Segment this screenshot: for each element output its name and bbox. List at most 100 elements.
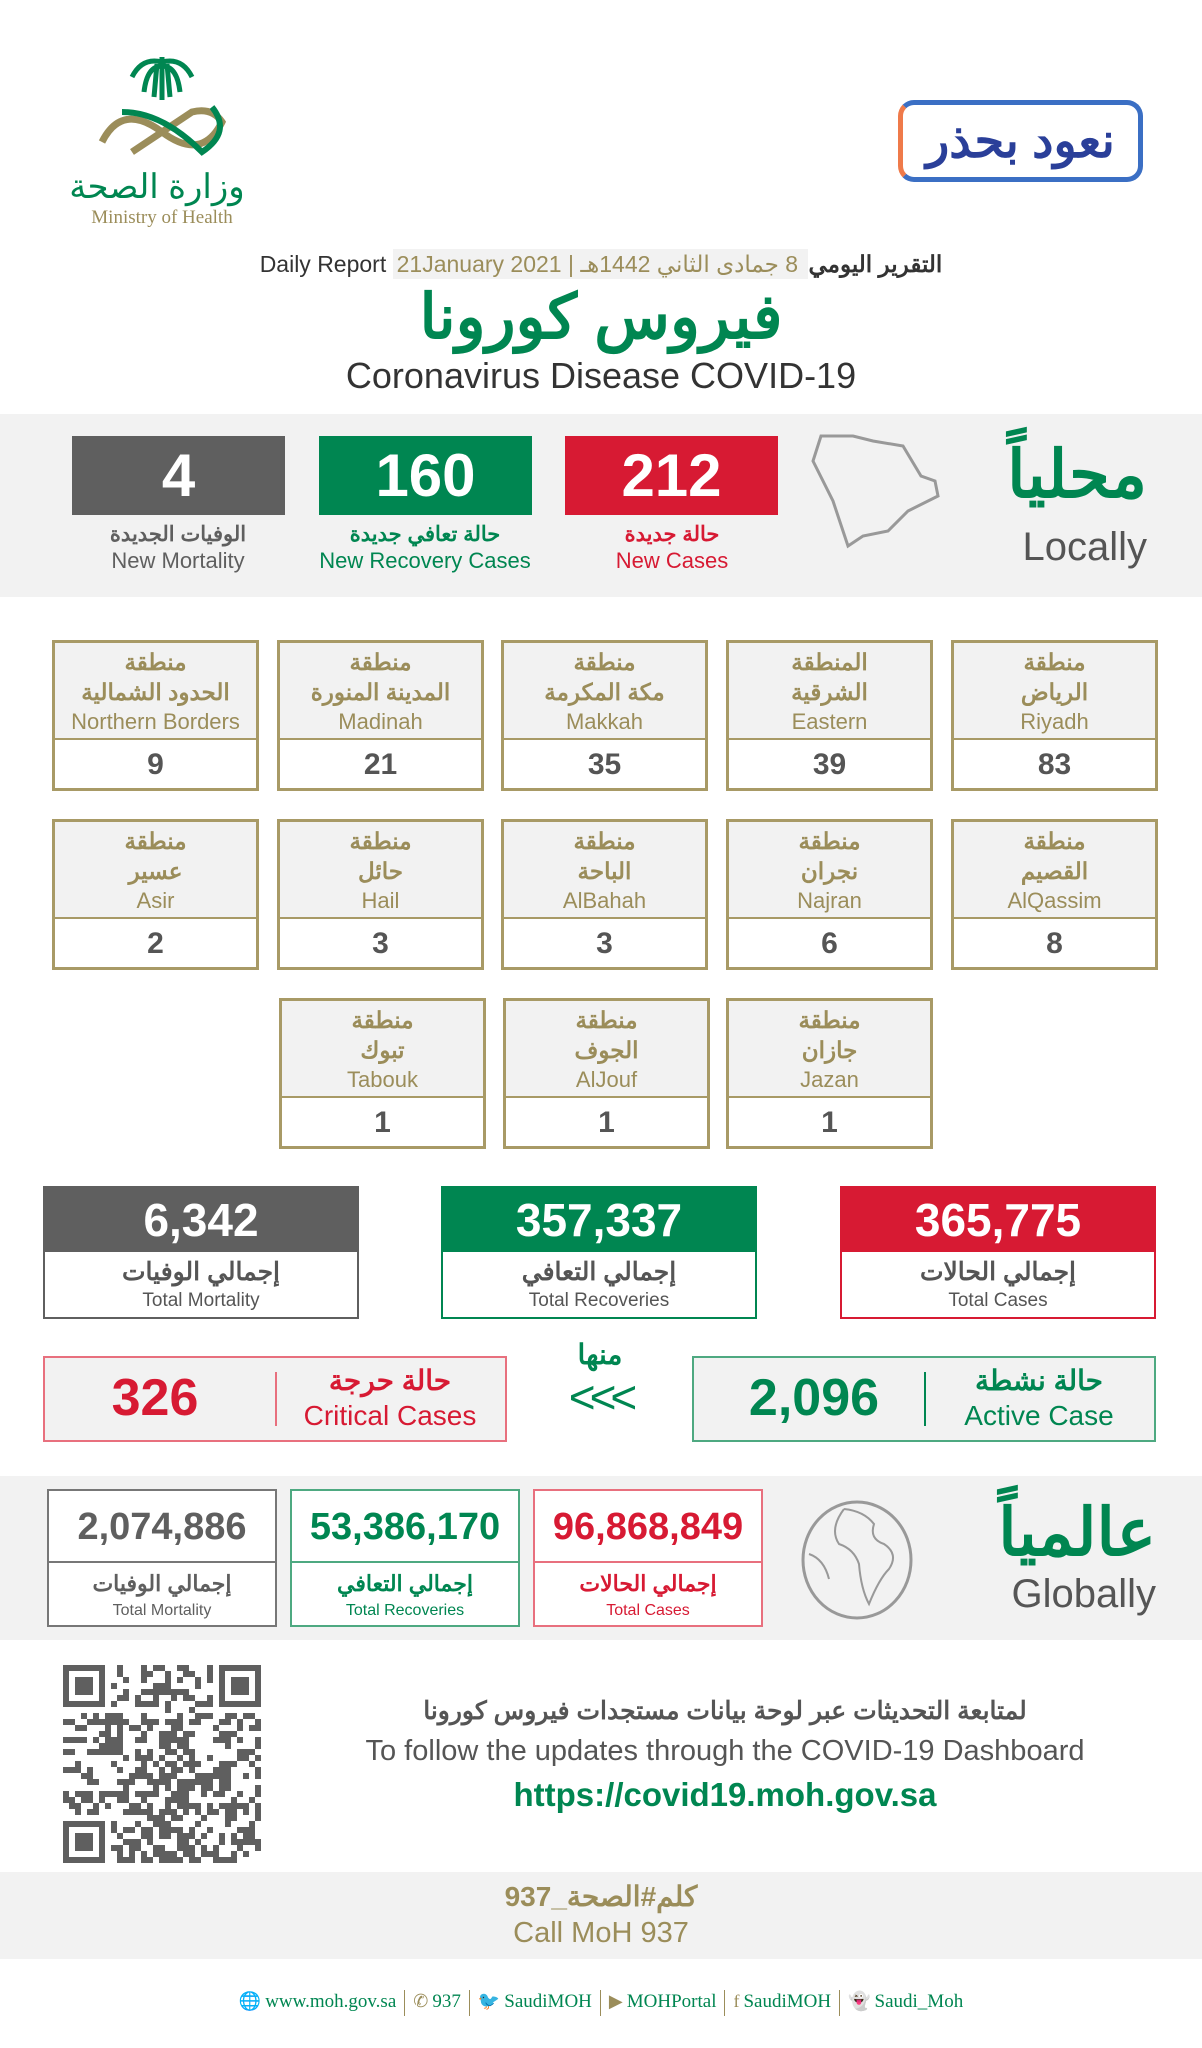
total-cases-en: Total Cases — [948, 1290, 1048, 1311]
qr-module — [225, 1731, 231, 1737]
qr-module — [153, 1719, 159, 1725]
region-card-asir: منطقة عسير Asir 2 — [52, 819, 259, 970]
qr-module — [219, 1773, 225, 1779]
region-name-en: Tabouk — [347, 1067, 418, 1092]
qr-module — [135, 1845, 141, 1851]
campaign-logo-text: نعود بحذر — [926, 115, 1115, 168]
region-label-ar: منطقة الرياض — [954, 647, 1155, 707]
qr-module — [243, 1833, 249, 1839]
region-card-tabouk: منطقة تبوك Tabouk 1 — [279, 998, 486, 1149]
qr-module — [147, 1749, 153, 1755]
qr-module — [171, 1695, 177, 1701]
qr-module — [171, 1719, 177, 1725]
qr-module — [147, 1719, 153, 1725]
qr-module — [147, 1857, 153, 1863]
qr-module — [255, 1809, 261, 1815]
qr-module — [243, 1809, 249, 1815]
qr-module — [159, 1821, 165, 1827]
qr-module — [147, 1803, 153, 1809]
qr-module — [129, 1851, 135, 1857]
qr-module — [189, 1749, 195, 1755]
qr-module — [141, 1797, 147, 1803]
qr-module — [219, 1761, 225, 1767]
qr-module — [225, 1773, 231, 1779]
critical-ar: حالة حرجة — [328, 1365, 452, 1396]
dashboard-text-ar: لمتابعة التحديثات عبر لوحة بيانات مستجدا… — [423, 1697, 1027, 1725]
qr-module — [243, 1755, 249, 1761]
qr-module — [81, 1725, 87, 1731]
total-mortality-value: 6,342 — [45, 1188, 357, 1252]
qr-module — [225, 1743, 231, 1749]
qr-module — [135, 1725, 141, 1731]
qr-module — [231, 1809, 237, 1815]
qr-module — [141, 1791, 147, 1797]
qr-module — [141, 1713, 147, 1719]
qr-module — [183, 1851, 189, 1857]
qr-module — [237, 1719, 243, 1725]
qr-module — [69, 1767, 75, 1773]
qr-module — [207, 1827, 213, 1833]
qr-module — [75, 1809, 81, 1815]
dashboard-text-en: To follow the updates through the COVID-… — [365, 1735, 1085, 1767]
qr-code[interactable] — [63, 1665, 261, 1863]
global-mortality-card: 2,074,886 إجمالي الوفيات Total Mortality — [47, 1489, 277, 1627]
qr-module — [111, 1713, 117, 1719]
qr-module — [255, 1803, 261, 1809]
social-link-phone[interactable]: ✆ 937 — [413, 1991, 461, 2013]
qr-module — [165, 1851, 171, 1857]
qr-module — [117, 1845, 123, 1851]
qr-module — [183, 1779, 189, 1785]
region-name-en: Makkah — [565, 709, 644, 734]
qr-module — [153, 1665, 159, 1671]
qr-module — [255, 1719, 261, 1725]
qr-module — [189, 1755, 195, 1761]
qr-module — [255, 1791, 261, 1797]
qr-module — [165, 1827, 171, 1833]
qr-module — [201, 1779, 207, 1785]
region-prefix: منطقة — [351, 1007, 414, 1033]
qr-module — [87, 1779, 93, 1785]
social-link-globe[interactable]: 🌐 www.moh.gov.sa — [239, 1991, 396, 2013]
qr-module — [165, 1833, 171, 1839]
qr-module — [255, 1773, 261, 1779]
divider — [404, 1990, 406, 2016]
qr-module — [183, 1761, 189, 1767]
social-link-youtube[interactable]: ▶ MOHPortal — [609, 1991, 717, 2013]
qr-module — [225, 1779, 231, 1785]
qr-module — [177, 1779, 183, 1785]
qr-module — [207, 1713, 213, 1719]
qr-module — [135, 1767, 141, 1773]
social-link-snapchat[interactable]: 👻 Saudi_Moh — [848, 1991, 963, 2013]
qr-module — [141, 1851, 147, 1857]
qr-module — [165, 1707, 171, 1713]
region-card-madinah: منطقة المدينة المنورة Madinah 21 — [277, 640, 484, 791]
qr-module — [183, 1737, 189, 1743]
qr-module — [129, 1809, 135, 1815]
qr-module — [93, 1803, 99, 1809]
qr-module — [171, 1749, 177, 1755]
qr-module — [213, 1773, 219, 1779]
qr-module — [141, 1719, 147, 1725]
qr-module — [225, 1713, 231, 1719]
qr-module — [171, 1725, 177, 1731]
divider — [839, 1990, 841, 2016]
qr-module — [255, 1815, 261, 1821]
region-name-ar: الرياض — [1020, 679, 1089, 705]
qr-module — [177, 1791, 183, 1797]
qr-module — [159, 1851, 165, 1857]
qr-module — [219, 1803, 225, 1809]
region-card-eastern: المنطقة الشرقية Eastern 39 — [726, 640, 933, 791]
qr-module — [177, 1785, 183, 1791]
region-name-en: Eastern — [791, 709, 868, 734]
social-link-twitter[interactable]: 🐦 SaudiMOH — [478, 1991, 592, 2013]
qr-module — [123, 1785, 129, 1791]
dashboard-url-link[interactable]: https://covid19.moh.gov.sa — [513, 1776, 937, 1813]
qr-module — [141, 1701, 147, 1707]
social-link-facebook[interactable]: f SaudiMOH — [733, 1991, 831, 2013]
qr-module — [231, 1713, 237, 1719]
critical-value: 326 — [111, 1369, 199, 1427]
region-name-ar: تبوك — [360, 1037, 405, 1063]
qr-module — [189, 1731, 195, 1737]
qr-module — [81, 1737, 87, 1743]
qr-module — [255, 1743, 261, 1749]
